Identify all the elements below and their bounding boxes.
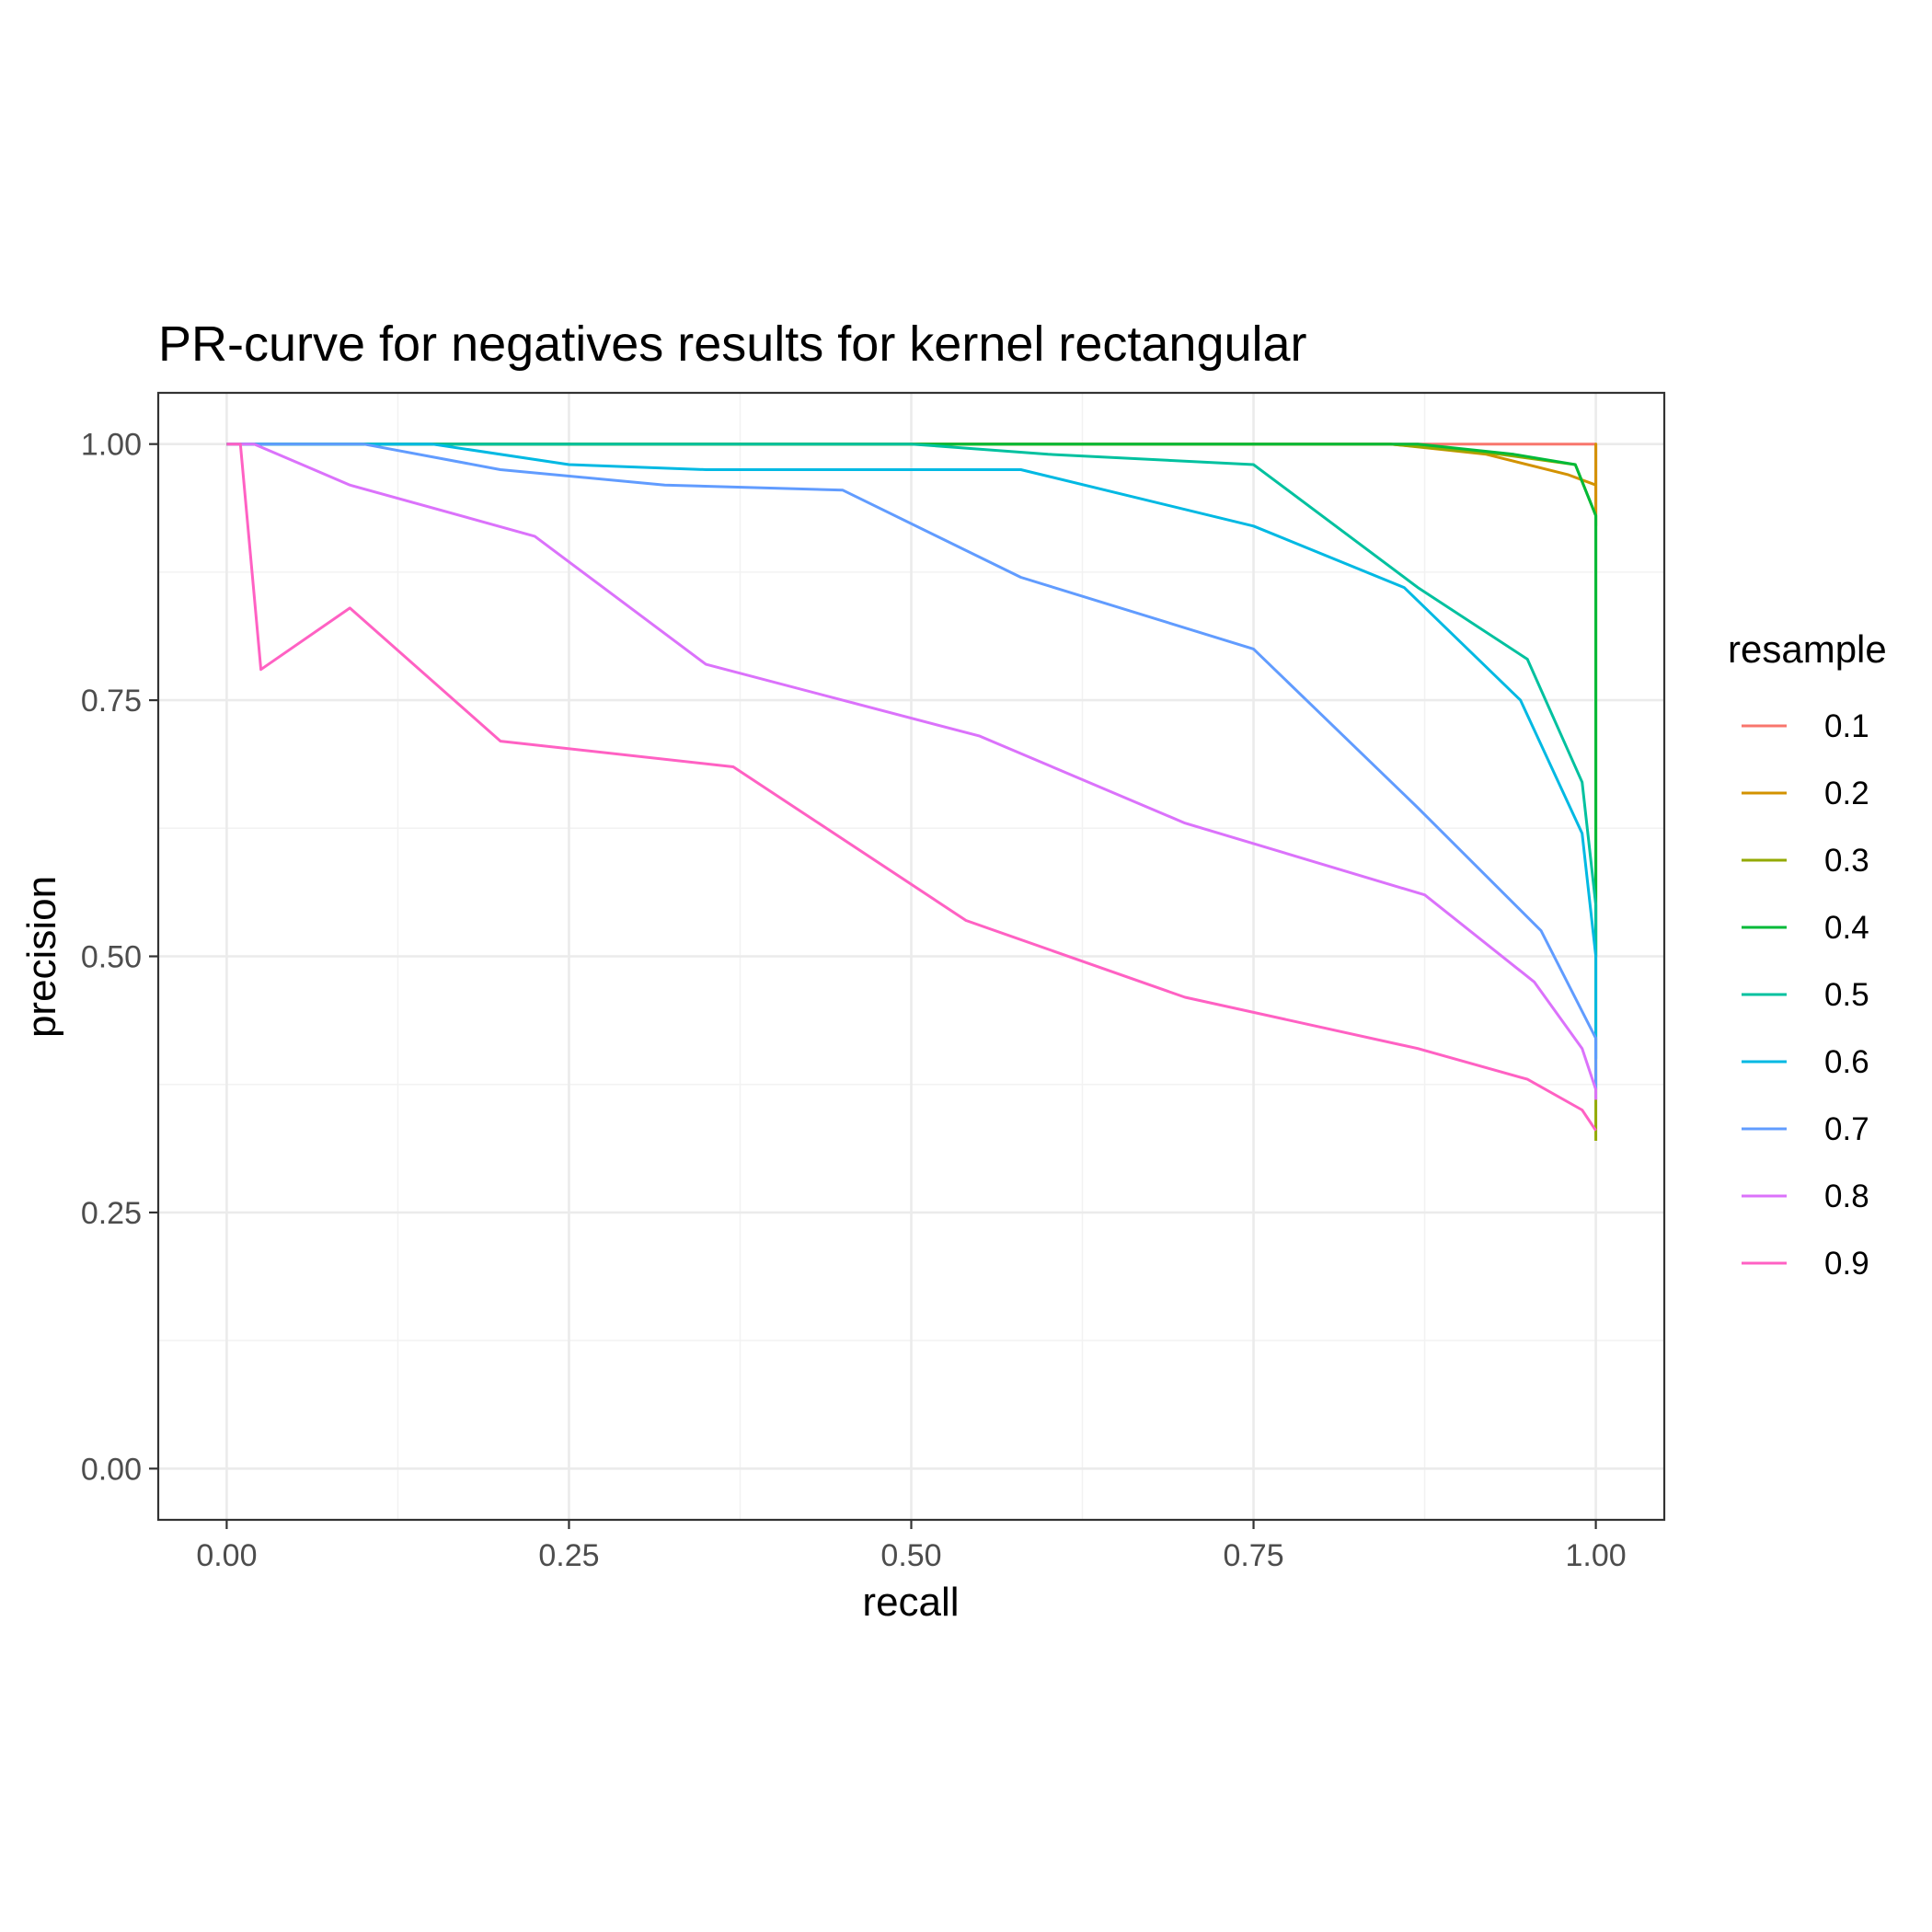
x-axis-ticks: 0.00 0.25 0.50 0.75 1.00 — [196, 1520, 1627, 1573]
x-tick-label: 0.75 — [1223, 1538, 1283, 1573]
x-tick-label: 0.50 — [880, 1538, 941, 1573]
y-tick-label: 0.25 — [81, 1196, 142, 1231]
legend-label-0.1: 0.1 — [1824, 708, 1869, 744]
y-axis-title: precision — [19, 876, 64, 1038]
y-tick-label: 0.75 — [81, 684, 142, 719]
chart-title: PR-curve for negatives results for kerne… — [158, 316, 1307, 372]
legend-label-0.6: 0.6 — [1824, 1044, 1869, 1080]
legend-label-0.3: 0.3 — [1824, 843, 1869, 879]
legend-label-0.9: 0.9 — [1824, 1246, 1869, 1282]
y-tick-label: 0.00 — [81, 1452, 142, 1487]
plot-area — [156, 391, 1666, 1522]
x-axis-title: recall — [862, 1580, 959, 1625]
legend-label-0.4: 0.4 — [1824, 910, 1869, 946]
series-line-0.9 — [226, 443, 1597, 1132]
series-lines — [226, 443, 1598, 1141]
y-tick-label: 1.00 — [81, 428, 142, 463]
series-line-0.6 — [226, 443, 1598, 1059]
x-tick-label: 0.00 — [196, 1538, 257, 1573]
y-axis-ticks: 0.00 0.25 0.50 0.75 1.00 — [81, 428, 158, 1487]
legend-title: resample — [1728, 627, 1887, 671]
y-tick-label: 0.50 — [81, 940, 142, 975]
legend-label-0.2: 0.2 — [1824, 776, 1869, 811]
legend-items: 0.1 0.2 0.3 0.4 0.5 0.6 0.7 0.8 0.9 — [1742, 708, 1869, 1282]
series-line-0.4 — [226, 443, 1598, 957]
legend-label-0.5: 0.5 — [1824, 977, 1869, 1013]
x-tick-label: 1.00 — [1565, 1538, 1626, 1573]
series-line-0.7 — [226, 443, 1598, 1090]
x-tick-label: 0.25 — [538, 1538, 599, 1573]
series-line-0.8 — [226, 443, 1598, 1100]
series-line-0.5 — [226, 443, 1598, 957]
legend: resample 0.1 0.2 0.3 0.4 0.5 0.6 0.7 0.8 0.9 — [1728, 627, 1887, 1282]
legend-label-0.8: 0.8 — [1824, 1179, 1869, 1214]
legend-label-0.7: 0.7 — [1824, 1111, 1869, 1147]
